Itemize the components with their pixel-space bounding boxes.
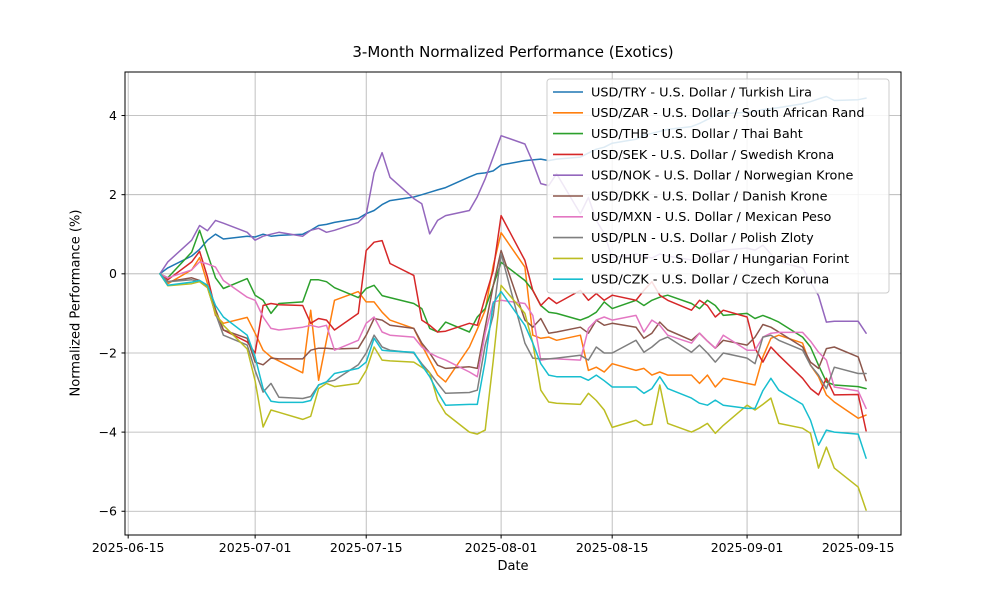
y-tick-label: −6: [99, 504, 117, 519]
x-tick-label: 2025-09-01: [711, 540, 784, 555]
x-tick-label: 2025-07-15: [330, 540, 403, 555]
x-tick-label: 2025-08-15: [576, 540, 649, 555]
series-line-usd-huf: [159, 273, 867, 511]
legend-entry-usd-nok: USD/NOK - U.S. Dollar / Norwegian Krone: [553, 169, 853, 184]
legend-entry-usd-czk: USD/CZK - U.S. Dollar / Czech Koruna: [553, 273, 829, 288]
series-line-usd-sek: [159, 214, 867, 432]
legend-entry-usd-zar: USD/ZAR - U.S. Dollar / South African Ra…: [553, 106, 864, 121]
legend-entry-usd-try: USD/TRY - U.S. Dollar / Turkish Lira: [553, 85, 812, 100]
series-group: [159, 95, 867, 511]
legend-label: USD/NOK - U.S. Dollar / Norwegian Krone: [591, 169, 853, 184]
y-axis-label: Normalized Performance (%): [68, 209, 84, 397]
x-tick-label: 2025-06-15: [92, 540, 165, 555]
chart-title: 3-Month Normalized Performance (Exotics): [352, 43, 674, 61]
series-line-usd-mxn: [159, 261, 867, 410]
legend-label: USD/MXN - U.S. Dollar / Mexican Peso: [591, 210, 831, 225]
legend-entry-usd-pln: USD/PLN - U.S. Dollar / Polish Zloty: [553, 231, 814, 246]
y-tick-label: 2: [109, 187, 117, 202]
x-tick-label: 2025-09-15: [822, 540, 895, 555]
legend-label: USD/TRY - U.S. Dollar / Turkish Lira: [591, 85, 812, 100]
legend-entry-usd-thb: USD/THB - U.S. Dollar / Thai Baht: [553, 127, 803, 142]
series-line-usd-thb: [159, 229, 867, 390]
y-tick-label: 0: [109, 266, 117, 281]
x-tick-label: 2025-08-01: [465, 540, 538, 555]
x-axis-label: Date: [497, 559, 529, 574]
legend: USD/TRY - U.S. Dollar / Turkish Lira USD/…: [546, 78, 890, 294]
legend-label: USD/HUF - U.S. Dollar / Hungarian Forint: [591, 252, 849, 267]
legend-box: [546, 78, 890, 294]
legend-entry-usd-huf: USD/HUF - U.S. Dollar / Hungarian Forint: [553, 252, 849, 267]
legend-entry-usd-mxn: USD/MXN - U.S. Dollar / Mexican Peso: [553, 210, 831, 225]
legend-entry-usd-dkk: USD/DKK - U.S. Dollar / Danish Krone: [553, 189, 828, 204]
grid: [125, 72, 901, 535]
legend-label: USD/THB - U.S. Dollar / Thai Baht: [591, 127, 803, 142]
y-tick-label: 4: [109, 108, 117, 123]
legend-label: USD/PLN - U.S. Dollar / Polish Zloty: [591, 231, 814, 246]
ticks: [121, 115, 859, 539]
series-line-usd-czk: [159, 273, 867, 459]
legend-label: USD/CZK - U.S. Dollar / Czech Koruna: [591, 273, 829, 288]
y-tick-label: −4: [99, 424, 117, 439]
axes-frame: [124, 71, 902, 536]
legend-label: USD/DKK - U.S. Dollar / Danish Krone: [591, 189, 828, 204]
series-line-usd-dkk: [159, 249, 867, 382]
legend-label: USD/ZAR - U.S. Dollar / South African Ra…: [591, 106, 864, 121]
legend-entry-usd-sek: USD/SEK - U.S. Dollar / Swedish Krona: [553, 148, 834, 163]
legend-label: USD/SEK - U.S. Dollar / Swedish Krona: [591, 148, 834, 163]
x-tick-label: 2025-07-01: [219, 540, 292, 555]
y-tick-label: −2: [99, 345, 117, 360]
